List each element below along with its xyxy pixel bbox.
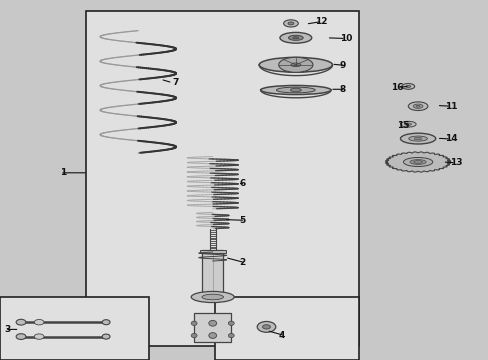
Ellipse shape (413, 161, 422, 163)
Ellipse shape (278, 57, 312, 72)
Ellipse shape (403, 157, 432, 167)
Bar (200, 250, 225, 253)
Text: 9: 9 (339, 61, 346, 70)
Text: 4: 4 (278, 331, 285, 340)
Ellipse shape (276, 87, 315, 93)
Circle shape (228, 321, 234, 325)
Ellipse shape (287, 22, 293, 25)
Ellipse shape (102, 320, 110, 325)
Circle shape (208, 320, 216, 326)
Ellipse shape (257, 321, 275, 332)
Circle shape (191, 321, 197, 325)
Circle shape (208, 333, 216, 338)
Text: 13: 13 (449, 158, 462, 167)
Text: 11: 11 (444, 102, 457, 111)
Text: 16: 16 (390, 83, 403, 92)
Bar (215, 297, 359, 360)
Ellipse shape (400, 133, 435, 144)
Ellipse shape (412, 104, 422, 108)
Text: 7: 7 (172, 78, 178, 87)
Text: 15: 15 (396, 121, 408, 130)
Ellipse shape (191, 292, 234, 302)
Ellipse shape (401, 84, 414, 89)
Text: 10: 10 (339, 34, 351, 43)
Bar (85, 11, 359, 346)
Ellipse shape (415, 105, 419, 107)
Ellipse shape (409, 159, 426, 165)
Ellipse shape (34, 334, 44, 339)
Ellipse shape (405, 85, 410, 87)
Ellipse shape (292, 37, 298, 39)
Text: 5: 5 (239, 216, 245, 225)
Ellipse shape (259, 57, 332, 72)
Bar (0, 297, 149, 360)
Bar (205, 275, 220, 301)
Ellipse shape (400, 121, 415, 127)
Bar (202, 250, 223, 293)
Ellipse shape (413, 138, 421, 140)
Polygon shape (385, 152, 450, 172)
Ellipse shape (290, 88, 301, 92)
Ellipse shape (202, 294, 223, 300)
Text: 12: 12 (315, 17, 327, 26)
Bar (194, 313, 231, 342)
Ellipse shape (34, 320, 44, 325)
Ellipse shape (279, 32, 311, 43)
Ellipse shape (290, 63, 300, 67)
Ellipse shape (404, 123, 410, 126)
Circle shape (191, 333, 197, 338)
Text: 1: 1 (60, 168, 66, 177)
Ellipse shape (283, 20, 298, 27)
Text: 3: 3 (4, 325, 11, 334)
Ellipse shape (260, 85, 330, 95)
Circle shape (228, 333, 234, 338)
Ellipse shape (102, 334, 110, 339)
Text: 2: 2 (239, 258, 245, 267)
Ellipse shape (262, 325, 270, 329)
Ellipse shape (16, 334, 26, 339)
Ellipse shape (16, 319, 26, 325)
Ellipse shape (407, 102, 427, 111)
Text: 6: 6 (239, 179, 245, 188)
Text: 8: 8 (339, 85, 346, 94)
Ellipse shape (408, 136, 427, 141)
Text: 14: 14 (444, 135, 457, 144)
Ellipse shape (288, 35, 303, 40)
